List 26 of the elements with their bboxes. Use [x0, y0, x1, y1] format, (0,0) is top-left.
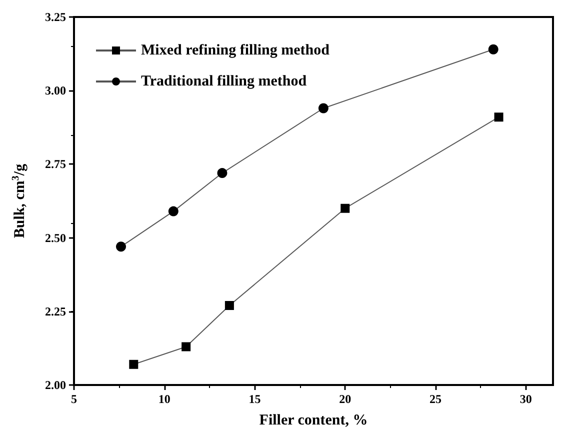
x-tick-label: 20: [339, 392, 352, 406]
x-axis-title: Filler content, %: [259, 412, 368, 428]
y-tick-label: 2.75: [45, 157, 66, 172]
x-tick-label: 15: [248, 392, 261, 406]
point: [494, 112, 504, 122]
point: [340, 204, 350, 213]
y-tick-label: 2.50: [45, 230, 66, 245]
point: [318, 103, 328, 114]
x-tick-label: 30: [520, 392, 532, 406]
legend-label: Mixed refining filling method: [141, 42, 330, 58]
legend-label: Traditional filling method: [141, 74, 308, 90]
x-tick-label: 25: [430, 392, 442, 406]
y-axis-title: Bulk, cm3/g: [10, 163, 28, 238]
point: [488, 44, 498, 54]
x-tick-label: 5: [71, 392, 77, 406]
point: [182, 342, 191, 352]
y-tick-label: 2.25: [45, 304, 66, 318]
y-tick-label: 3.25: [45, 10, 66, 24]
x-tick-label: 10: [158, 392, 170, 406]
point: [168, 206, 178, 216]
point: [116, 242, 126, 252]
point: [217, 168, 228, 178]
point: [224, 301, 234, 310]
y-tick-label: 3.00: [45, 84, 66, 98]
point: [129, 360, 138, 369]
y-tick-label: 2.00: [45, 378, 66, 392]
